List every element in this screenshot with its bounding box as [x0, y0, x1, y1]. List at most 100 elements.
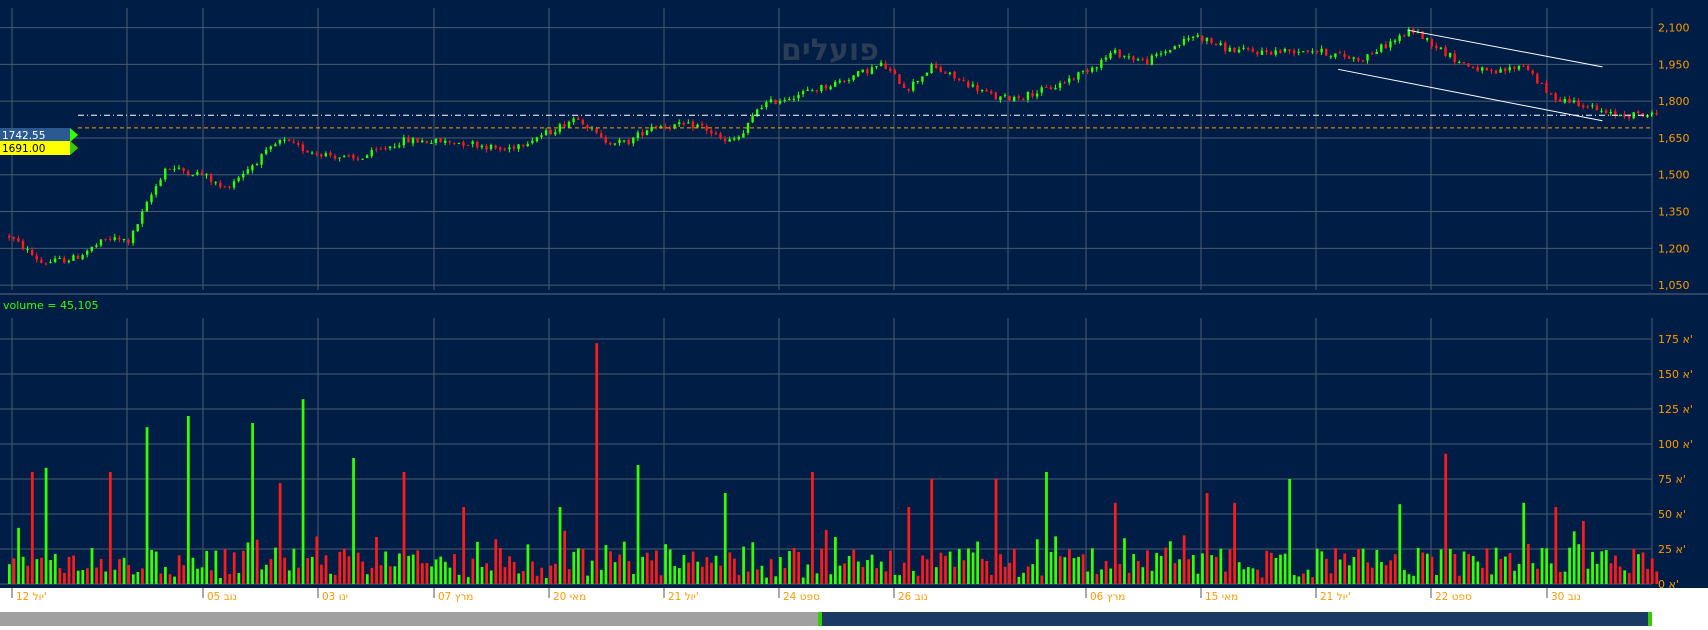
- candle-body[interactable]: [641, 132, 644, 136]
- candle-body[interactable]: [462, 142, 465, 146]
- volume-bar[interactable]: [1476, 561, 1480, 584]
- volume-bar[interactable]: [714, 555, 718, 584]
- candle-body[interactable]: [1609, 111, 1612, 114]
- volume-bar[interactable]: [35, 559, 39, 584]
- volume-bar[interactable]: [1559, 571, 1562, 584]
- candle-body[interactable]: [1375, 52, 1378, 55]
- volume-bar[interactable]: [999, 554, 1002, 584]
- volume-bar[interactable]: [1260, 577, 1264, 584]
- candle-body[interactable]: [1150, 55, 1154, 65]
- candle-body[interactable]: [1141, 59, 1144, 61]
- candle-body[interactable]: [1329, 56, 1332, 58]
- volume-bar[interactable]: [1329, 573, 1333, 584]
- candle-body[interactable]: [370, 150, 373, 157]
- volume-bar[interactable]: [108, 472, 112, 584]
- volume-bar[interactable]: [264, 564, 268, 584]
- volume-bar[interactable]: [737, 575, 741, 584]
- candle-body[interactable]: [994, 92, 998, 100]
- volume-bar[interactable]: [521, 571, 525, 584]
- volume-bar[interactable]: [260, 569, 264, 584]
- candle-body[interactable]: [1517, 65, 1521, 70]
- candle-body[interactable]: [733, 138, 736, 140]
- candle-body[interactable]: [1357, 58, 1360, 61]
- volume-bar[interactable]: [439, 556, 443, 584]
- candle-body[interactable]: [476, 141, 479, 148]
- candle-body[interactable]: [122, 238, 126, 240]
- volume-bar[interactable]: [1196, 573, 1200, 584]
- volume-bar[interactable]: [1063, 557, 1067, 584]
- volume-bar[interactable]: [1545, 548, 1549, 584]
- candle-body[interactable]: [434, 138, 438, 143]
- candle-body[interactable]: [999, 96, 1002, 101]
- volume-bar[interactable]: [177, 555, 181, 584]
- candle-body[interactable]: [856, 71, 860, 77]
- volume-bar[interactable]: [1182, 535, 1186, 584]
- candle-body[interactable]: [44, 263, 48, 265]
- volume-bar[interactable]: [930, 479, 934, 584]
- volume-bar[interactable]: [1049, 551, 1053, 584]
- candle-body[interactable]: [489, 144, 493, 150]
- volume-bar[interactable]: [1389, 560, 1393, 584]
- candle-body[interactable]: [980, 89, 984, 91]
- candle-body[interactable]: [521, 144, 525, 146]
- volume-bar[interactable]: [1577, 544, 1581, 584]
- volume-bar[interactable]: [315, 536, 319, 584]
- volume-bar[interactable]: [599, 569, 603, 584]
- candle-body[interactable]: [375, 149, 378, 151]
- candle-body[interactable]: [962, 79, 965, 81]
- candle-body[interactable]: [714, 132, 718, 135]
- volume-bar[interactable]: [1453, 553, 1457, 584]
- volume-bar[interactable]: [430, 566, 433, 584]
- candle-body[interactable]: [384, 148, 387, 150]
- candle-body[interactable]: [710, 130, 713, 134]
- volume-bar[interactable]: [393, 566, 397, 584]
- candle-body[interactable]: [1173, 46, 1176, 50]
- volume-bar[interactable]: [1650, 558, 1654, 584]
- volume-bar[interactable]: [1058, 556, 1062, 584]
- candle-body[interactable]: [1219, 43, 1222, 45]
- candle-body[interactable]: [1302, 51, 1305, 53]
- volume-bar[interactable]: [53, 553, 57, 584]
- volume-bar[interactable]: [375, 537, 378, 584]
- volume-bar[interactable]: [324, 555, 328, 584]
- candle-body[interactable]: [12, 237, 15, 239]
- candle-body[interactable]: [1049, 87, 1053, 90]
- volume-bar[interactable]: [361, 561, 365, 584]
- volume-bar[interactable]: [370, 567, 374, 584]
- candle-body[interactable]: [242, 173, 245, 178]
- candle-body[interactable]: [632, 137, 635, 144]
- volume-bar[interactable]: [200, 567, 204, 584]
- volume-bar[interactable]: [921, 555, 924, 584]
- candle-body[interactable]: [8, 235, 11, 238]
- volume-bar[interactable]: [448, 567, 452, 584]
- candle-body[interactable]: [526, 143, 529, 147]
- volume-bar[interactable]: [673, 566, 677, 584]
- candle-body[interactable]: [1164, 51, 1167, 54]
- candle-body[interactable]: [411, 138, 415, 144]
- volume-bar[interactable]: [728, 552, 732, 584]
- candle-body[interactable]: [1595, 105, 1599, 111]
- candle-body[interactable]: [269, 146, 272, 150]
- volume-bar[interactable]: [889, 550, 892, 584]
- volume-bar[interactable]: [1164, 547, 1168, 584]
- volume-bar[interactable]: [875, 568, 879, 584]
- candle-body[interactable]: [939, 67, 942, 72]
- volume-bar[interactable]: [549, 565, 553, 584]
- volume-bar[interactable]: [769, 559, 773, 584]
- volume-bar[interactable]: [251, 423, 254, 584]
- volume-bar[interactable]: [1637, 554, 1640, 584]
- candle-body[interactable]: [1425, 38, 1429, 40]
- volume-bar[interactable]: [67, 556, 71, 584]
- candle-body[interactable]: [691, 121, 695, 129]
- candle-body[interactable]: [200, 172, 204, 175]
- candle-body[interactable]: [696, 124, 699, 128]
- candle-body[interactable]: [1260, 50, 1264, 55]
- candle-body[interactable]: [650, 126, 653, 131]
- volume-bar[interactable]: [287, 570, 291, 584]
- candle-body[interactable]: [21, 240, 25, 250]
- volume-bar[interactable]: [1123, 538, 1126, 584]
- candle-body[interactable]: [347, 155, 350, 157]
- volume-bar[interactable]: [613, 562, 617, 584]
- candle-body[interactable]: [1559, 99, 1562, 102]
